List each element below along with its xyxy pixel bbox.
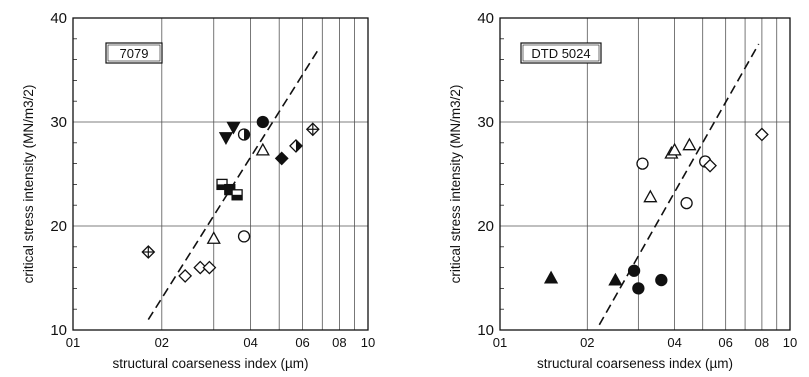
- title-box: [520, 42, 602, 64]
- plot-frame: [72, 17, 369, 331]
- x-tick-label: 10: [783, 335, 797, 350]
- x-tick-label: 02: [155, 335, 169, 350]
- open-triangle-marker: [206, 231, 221, 244]
- filled-circle-marker: [655, 273, 668, 287]
- open-diamond-marker: [703, 158, 717, 173]
- open-diamond-marker: [754, 127, 769, 142]
- y-tick-label: 20: [50, 218, 67, 235]
- x-tick-label: 08: [755, 335, 769, 350]
- filled-circle-marker: [256, 115, 269, 129]
- crossed-diamond-marker: [141, 245, 156, 259]
- open-diamond-marker: [178, 269, 193, 283]
- y-tick-label: 40: [50, 10, 67, 27]
- chart-title: DTD 5024: [531, 46, 590, 61]
- open-triangle-marker: [643, 189, 658, 203]
- open-diamond-marker: [193, 260, 208, 275]
- y-tick-label: 40: [477, 10, 494, 27]
- filled-triangle-marker: [608, 272, 623, 286]
- trend-line: [598, 43, 760, 326]
- open-diamond-marker: [202, 260, 217, 275]
- x-tick-label: 02: [580, 335, 594, 350]
- filled-circle-marker: [627, 264, 641, 277]
- open-circle-marker: [237, 230, 251, 243]
- plot-frame: [499, 17, 791, 331]
- x-tick-label: 04: [243, 335, 257, 350]
- y-tick-label: 10: [477, 322, 494, 339]
- chart-title: 7079: [120, 46, 149, 61]
- open-triangle-marker: [682, 137, 697, 151]
- y-axis-title: critical stress intensity (MN/m3/2): [448, 85, 463, 284]
- x-axis-title: structural coarseness index (µm): [112, 356, 308, 371]
- y-tick-label: 30: [50, 114, 67, 131]
- x-tick-label: 06: [295, 335, 309, 350]
- filled-triangle-marker: [543, 270, 559, 284]
- filled-circle-marker: [632, 282, 645, 295]
- open-triangle-marker: [255, 142, 270, 156]
- crossed-diamond-marker: [305, 122, 320, 137]
- y-tick-label: 30: [477, 114, 494, 131]
- x-axis-title: structural coarseness index (µm): [537, 356, 733, 371]
- filled-triangle-down-marker: [218, 132, 234, 145]
- x-tick-label: 01: [493, 335, 507, 350]
- y-axis-title: critical stress intensity (MN/m3/2): [21, 85, 36, 284]
- y-tick-label: 20: [477, 218, 494, 235]
- x-tick-label: 10: [361, 335, 375, 350]
- half-diamond-marker: [289, 139, 303, 153]
- x-tick-label: 04: [667, 335, 681, 350]
- half-circle-marker: [237, 128, 251, 141]
- title-box-inner: [107, 44, 161, 62]
- x-tick-label: 01: [66, 335, 80, 350]
- filled-diamond-marker: [274, 151, 289, 166]
- title-box: [105, 42, 163, 64]
- y-tick-label: 10: [50, 322, 67, 339]
- open-circle-marker: [680, 196, 693, 210]
- chart-panel-1: 10 20 30 40 01 02 04 06 08 10 structural coarsenes…: [21, 10, 375, 371]
- open-triangle-marker: [667, 142, 682, 156]
- half-square-marker: [231, 189, 243, 201]
- x-tick-label: 08: [332, 335, 346, 350]
- x-tick-label: 06: [718, 335, 732, 350]
- filled-triangle-down-marker: [226, 121, 241, 135]
- title-box-inner: [522, 44, 600, 62]
- chart-panel-2: 10 20 30 40 01 02 04 06 08 10 structural coarsenes…: [448, 10, 797, 371]
- open-circle-marker: [636, 157, 649, 170]
